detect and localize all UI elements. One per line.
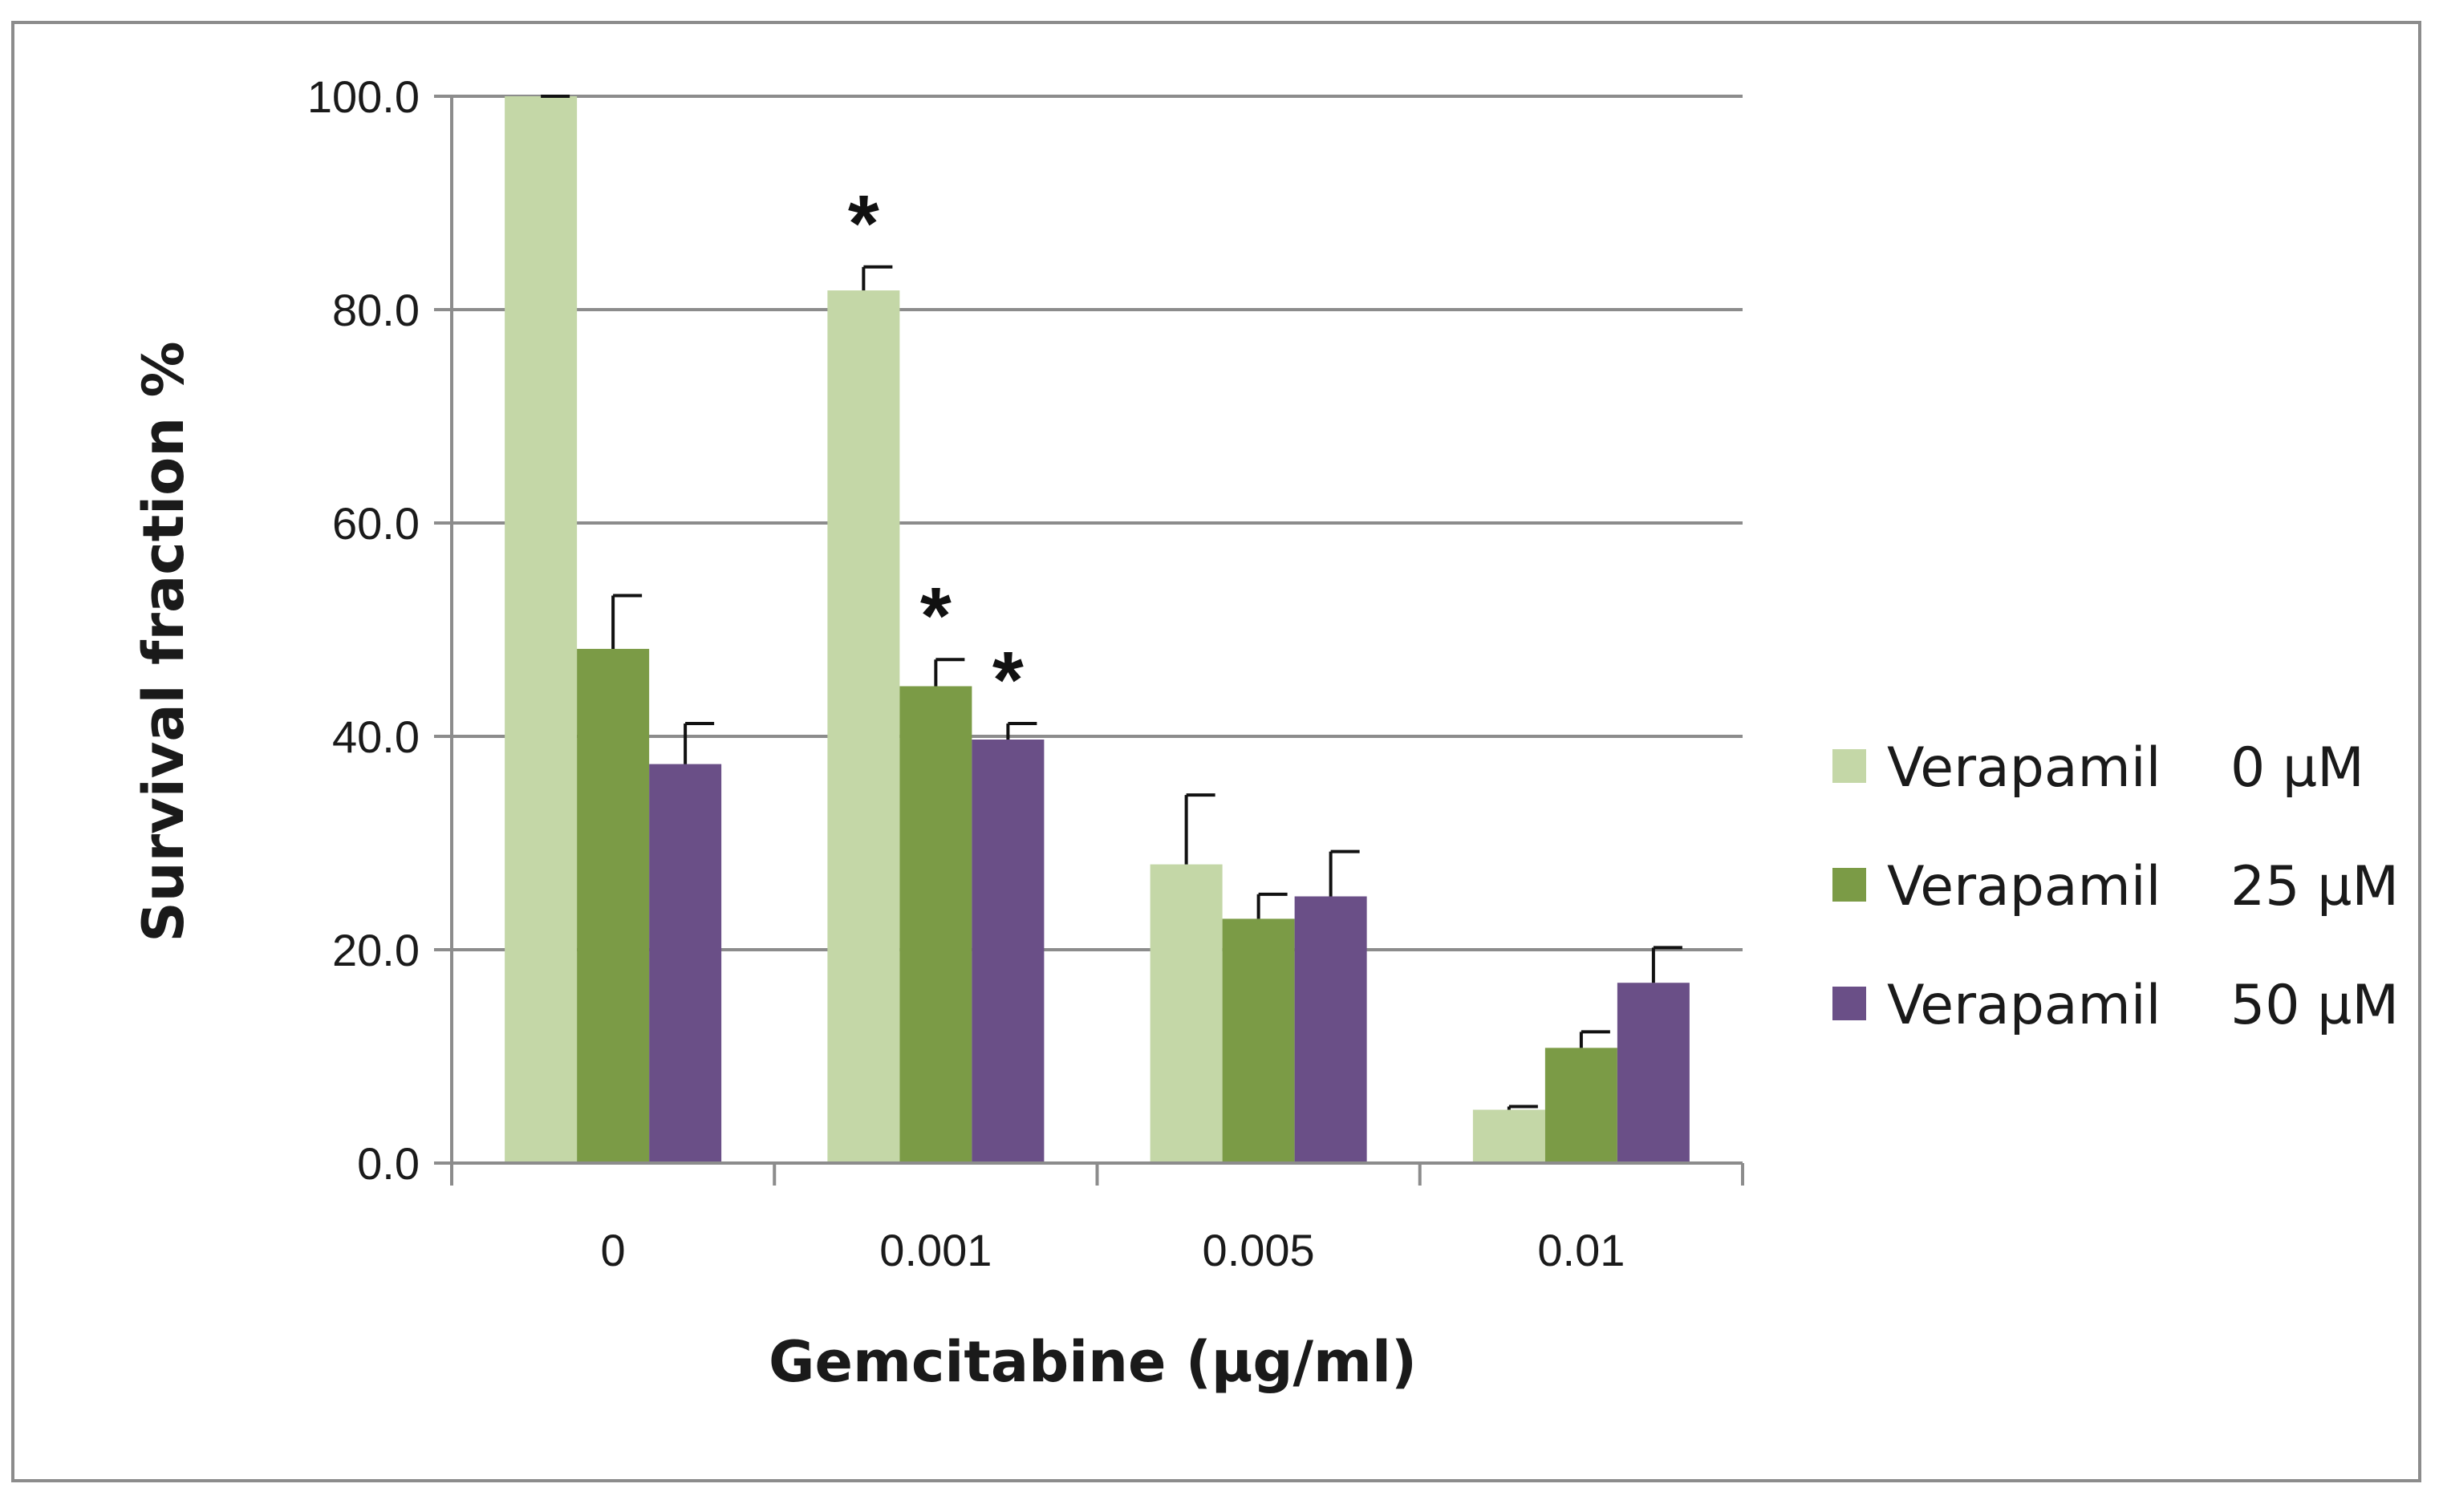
legend-swatch — [1832, 868, 1866, 902]
chart-frame — [11, 21, 2421, 1482]
legend-swatch — [1832, 749, 1866, 783]
y-tick-label: 40.0 — [332, 711, 420, 762]
legend: Verapamil 0 µM Verapamil 25 µM Verapamil 5… — [1832, 736, 2399, 1037]
x-tick-label: 0.005 — [1203, 1225, 1315, 1275]
axes — [434, 95, 1744, 1186]
x-axis-title: Gemcitabine (µg/ml) — [769, 1329, 1417, 1395]
bar — [827, 290, 900, 1163]
bar — [505, 96, 578, 1163]
bar — [1544, 1048, 1617, 1163]
legend-label: Verapamil 25 µM — [1887, 855, 2399, 918]
significance-marker: * — [920, 571, 952, 661]
bar — [649, 764, 722, 1163]
legend-label: Verapamil 0 µM — [1887, 736, 2364, 800]
x-tick-label: 0 — [601, 1225, 626, 1275]
legend-swatch — [1832, 987, 1866, 1020]
significance-marker: * — [992, 635, 1024, 725]
bar — [1472, 1109, 1545, 1163]
bar — [1222, 918, 1295, 1163]
x-tick-label: 0.001 — [879, 1225, 992, 1275]
y-axis-title: Survival fraction % — [131, 341, 197, 942]
y-tick-label: 80.0 — [332, 285, 420, 335]
tick-labels: 0.0 20.0 40.0 60.0 80.0 100.0 0 0.001 0.005 0.01 *… — [307, 71, 1625, 1275]
bar — [1294, 896, 1367, 1163]
bar — [972, 739, 1045, 1163]
y-tick-label: 20.0 — [332, 925, 420, 975]
bar — [577, 648, 650, 1163]
significance-marker: * — [848, 179, 879, 269]
y-tick-label: 0.0 — [357, 1138, 420, 1189]
y-tick-label: 100.0 — [307, 71, 420, 122]
bar — [899, 686, 972, 1163]
legend-label: Verapamil 50 µM — [1887, 974, 2399, 1037]
bars — [505, 95, 1690, 1163]
bar — [1617, 983, 1690, 1163]
x-tick-label: 0.01 — [1537, 1225, 1625, 1275]
bar — [1150, 864, 1223, 1163]
y-tick-label: 60.0 — [332, 498, 420, 549]
